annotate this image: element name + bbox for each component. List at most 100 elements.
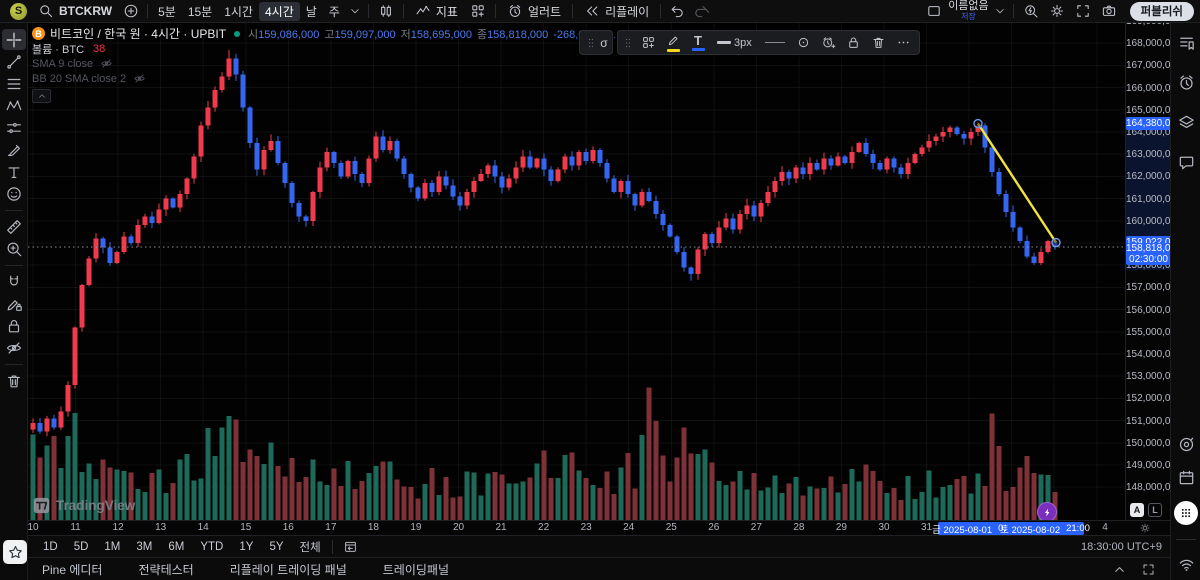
snapshot-button[interactable] [1096,2,1122,21]
timeframe-15분[interactable]: 15분 [187,4,213,19]
line-style-button[interactable] [764,41,785,44]
timeframe-날[interactable]: 날 [305,4,317,19]
layout-select-button[interactable] [922,2,946,21]
clock-utc-label[interactable]: 18:30:00 UTC+9 [1080,540,1162,553]
layout-dropdown-button[interactable] [991,2,1009,21]
time-axis[interactable]: 10 11 12 13 14 15 16 17 18 19 20 21 22 23 24 25 26 27 28 29… [27,520,1125,536]
chart-area[interactable]: B 비트코인 / 한국 원 · 4시간 · UPBIT 시159,086,000… [28,23,1125,520]
range-6M-button[interactable]: 6M [168,540,185,553]
line-width-button[interactable]: 3px [711,37,758,49]
tool-fib-button[interactable] [2,73,26,94]
price-axis[interactable]: 169,000,000 168,000,000 167,000,000 166,000… [1125,23,1171,520]
tool-zoomin-button[interactable] [2,238,26,259]
timeframe-more-button[interactable] [346,2,364,21]
broadcast-icon[interactable] [1177,554,1196,573]
watchlist-icon[interactable] [1177,33,1196,52]
eye-hidden-icon[interactable] [133,72,146,85]
tool-drawlock-button[interactable] [2,293,26,314]
drawing-template-button[interactable] [636,32,660,53]
tool-forecast-button[interactable] [2,117,26,138]
legend-indicator-sma[interactable]: SMA 9 close [32,56,642,71]
lock-drawing-button[interactable] [842,32,866,53]
tool-trendline-button[interactable] [2,51,26,72]
tool-xabcd-button[interactable] [2,95,26,116]
tool-ruler-button[interactable] [2,216,26,237]
apps-grid-button[interactable] [1174,501,1198,525]
fullscreen-button[interactable] [1070,2,1096,21]
replay-button[interactable]: 리플레이 [577,2,656,21]
target-icon[interactable] [1177,435,1196,454]
favorites-star-button[interactable] [3,540,27,564]
tool-crosshair-button[interactable] [1,29,26,50]
drag-handle-icon[interactable] [584,36,598,50]
tab-1[interactable]: Pine 에디터 [42,562,103,577]
timeframe-주[interactable]: 주 [328,4,340,19]
indicators-button[interactable]: 지표 [408,2,465,21]
drag-handle-icon[interactable] [621,36,635,50]
layers-icon[interactable] [1177,113,1196,132]
settings-button[interactable] [1044,2,1070,21]
tool-text-button[interactable] [2,161,26,182]
timeframe-1시간[interactable]: 1시간 [224,4,253,19]
axis-gear-icon[interactable] [1139,522,1151,534]
tool-hideall-button[interactable] [2,337,26,358]
quick-search-button[interactable] [1018,2,1044,21]
symbol-search-button[interactable]: BTCKRW [31,2,119,21]
tab-4[interactable]: 트레이딩패널 [382,562,450,577]
save-link[interactable]: 저장 [961,12,976,21]
trend-line-drawing[interactable] [973,118,1061,248]
line-ends-button[interactable] [792,32,816,53]
range-YTD-button[interactable]: YTD [200,540,224,553]
line-color-button[interactable] [661,32,685,53]
undo-button[interactable] [665,2,689,21]
indicator-templates-button[interactable] [465,2,491,21]
tool-magnet-button[interactable] [2,271,26,292]
chat-icon[interactable] [1177,153,1196,172]
calendar-icon[interactable] [1177,468,1196,487]
go-to-date-icon[interactable] [343,539,358,554]
floating-stats-widget[interactable]: σ [579,30,613,55]
tool-trash-button[interactable] [2,370,26,391]
legend-collapse-button[interactable] [32,89,51,103]
range-1Y-button[interactable]: 1Y [239,540,254,553]
range-5Y-button[interactable]: 5Y [269,540,284,553]
trendline-anchor-end[interactable] [1051,237,1061,248]
timeframe-5분[interactable]: 5분 [158,4,176,19]
log-scale-button[interactable]: L [1148,503,1162,517]
tool-emoji-button[interactable] [2,183,26,204]
alarm-icon[interactable] [1177,73,1196,92]
text-color-button[interactable]: T [686,32,710,53]
eye-hidden-icon[interactable] [100,57,113,70]
user-avatar[interactable]: S [10,2,27,20]
auto-scale-button[interactable]: A [1130,503,1144,517]
range-3M-button[interactable]: 3M [136,540,153,553]
range-전체-button[interactable]: 전체 [299,541,321,554]
price-chart-canvas[interactable] [28,23,1125,520]
tab-3[interactable]: 리플레이 트레이딩 패널 [229,562,347,577]
lightning-badge[interactable] [1037,502,1057,520]
legend-volume-row[interactable]: 볼륨 · BTC 38 [32,42,106,56]
tab-2[interactable]: 전략테스터 [138,562,194,577]
tool-brush-button[interactable] [2,139,26,160]
tool-lockall-button[interactable] [2,315,26,336]
legend-title[interactable]: 비트코인 / 한국 원 · 4시간 · UPBIT [50,27,227,41]
legend-indicator-bb[interactable]: BB 20 SMA close 2 [32,71,642,86]
more-options-button[interactable] [892,32,916,53]
ruler-icon [5,218,23,236]
chart-style-button[interactable] [373,2,399,21]
redo-button[interactable] [689,2,713,21]
add-alert-button[interactable] [817,32,841,53]
delete-drawing-button[interactable] [867,32,891,53]
legend-symbol-row[interactable]: B 비트코인 / 한국 원 · 4시간 · UPBIT 시159,086,000… [32,26,642,41]
publish-button[interactable]: 퍼블리쉬 [1129,1,1194,21]
panel-expand-icon[interactable] [1112,562,1127,577]
trendline-anchor-start[interactable] [973,118,983,129]
range-1D-button[interactable]: 1D [43,540,58,553]
panel-maximize-icon[interactable] [1141,562,1156,577]
alert-button[interactable]: 얼러트 [500,2,568,21]
range-5D-button[interactable]: 5D [73,540,89,553]
range-1M-button[interactable]: 1M [104,540,121,553]
timeframe-4시간[interactable]: 4시간 [258,1,300,21]
layout-menu[interactable]: 이름없음 저장 [948,1,988,21]
compare-add-button[interactable] [119,2,143,21]
